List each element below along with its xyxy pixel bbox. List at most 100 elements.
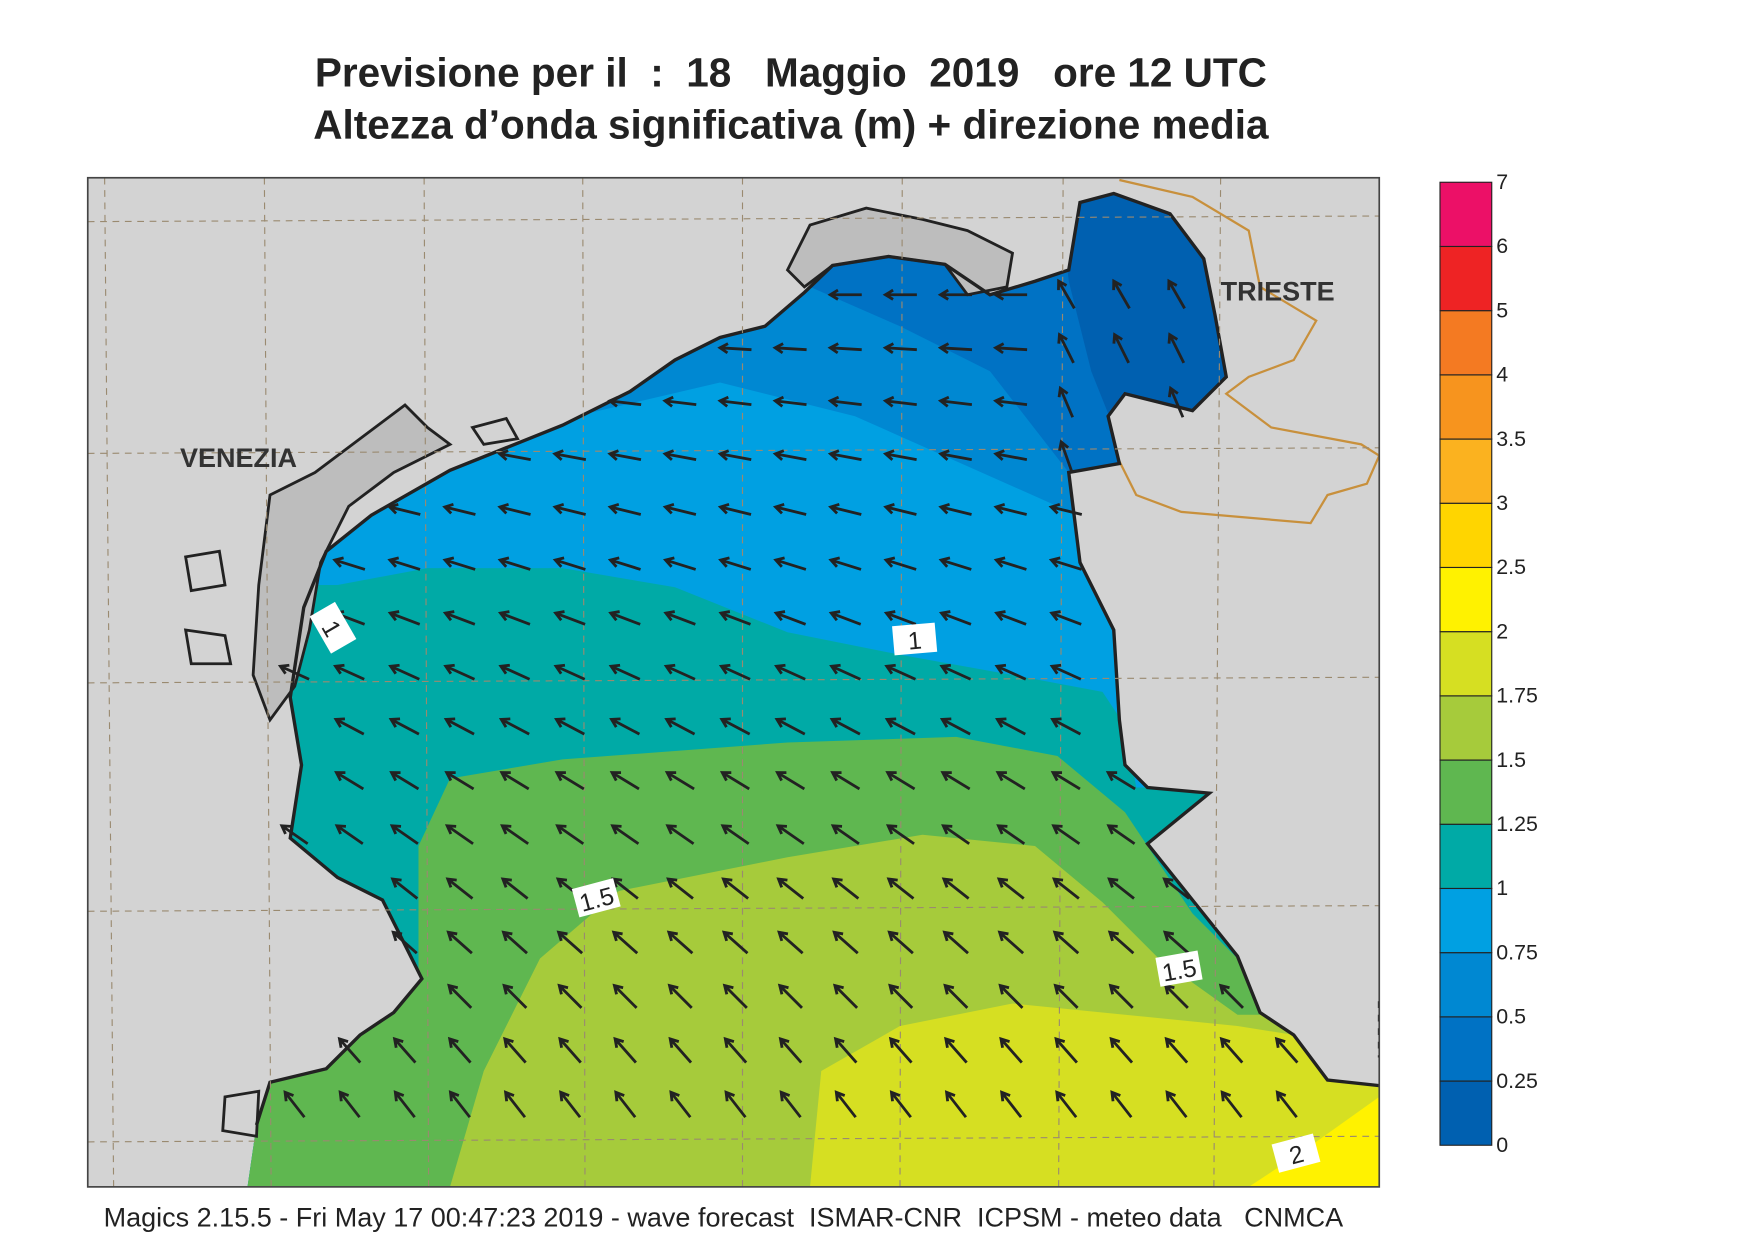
- arrow: [445, 877, 474, 900]
- arrow: [447, 1036, 472, 1064]
- arrow: [940, 771, 971, 791]
- arrow: [503, 1036, 527, 1064]
- arrow: [389, 771, 420, 791]
- arrow: [608, 610, 641, 626]
- arrow: [1218, 983, 1244, 1009]
- arrow: [1105, 771, 1136, 791]
- arrow: [393, 1090, 416, 1119]
- arrow: [388, 717, 420, 736]
- colorbar-box: [1439, 502, 1493, 569]
- arrow: [772, 342, 807, 355]
- arrow: [938, 556, 972, 571]
- arrow: [1051, 877, 1080, 900]
- arrow: [774, 663, 806, 681]
- arrow: [778, 1036, 803, 1064]
- arrow: [828, 610, 862, 626]
- colorbar-tick-label: 2.5: [1496, 555, 1526, 579]
- arrow: [828, 502, 862, 516]
- arrow: [889, 1090, 912, 1119]
- map-overlay: [183, 178, 1380, 1138]
- map-frame: [86, 176, 1381, 1188]
- colorbar-tick-label: 0: [1496, 1133, 1508, 1157]
- arrow: [613, 1036, 637, 1064]
- arrow: [937, 288, 972, 301]
- arrow: [387, 610, 421, 626]
- arrow: [503, 1090, 527, 1119]
- footer: Magics 2.15.5 - Fri May 17 00:47:23 2019…: [104, 1202, 1343, 1232]
- colorbar-box: [1439, 887, 1493, 954]
- arrow: [995, 717, 1026, 736]
- arrow: [1106, 824, 1136, 845]
- parallel: [87, 905, 1380, 912]
- arrow: [559, 1090, 582, 1119]
- label-box: [309, 601, 357, 654]
- colorbar-tick-label: 0.25: [1496, 1069, 1538, 1093]
- colorbar-box: [1439, 181, 1493, 248]
- arrow: [938, 610, 972, 626]
- arrow: [1162, 930, 1190, 955]
- arrow: [662, 449, 697, 461]
- arrow: [772, 449, 807, 461]
- arrow: [830, 771, 861, 791]
- arrow: [442, 502, 476, 516]
- label-box: [1155, 950, 1203, 987]
- colorbar-tick-label: 4: [1496, 363, 1508, 387]
- arrow: [1054, 1036, 1078, 1064]
- arrow: [389, 824, 419, 845]
- arrow: [941, 877, 970, 900]
- arrow: [831, 877, 860, 900]
- arrow: [993, 556, 1027, 571]
- arrow: [941, 824, 970, 845]
- arrow: [717, 502, 752, 516]
- arrow: [944, 1090, 968, 1119]
- arrow: [1274, 1036, 1299, 1064]
- arrow: [1049, 663, 1082, 681]
- arrow: [500, 877, 529, 900]
- arrow: [554, 771, 585, 791]
- arrow: [666, 877, 694, 900]
- arrow: [718, 610, 751, 626]
- arrow: [498, 717, 530, 736]
- arrow: [724, 1090, 747, 1119]
- arrow: [664, 771, 695, 791]
- arrow: [1051, 824, 1081, 845]
- arrow: [776, 877, 805, 900]
- arrow: [662, 556, 697, 571]
- arrow: [997, 930, 1025, 955]
- wave-band: [810, 1003, 1380, 1187]
- arrow: [829, 663, 861, 681]
- arrow: [556, 930, 584, 955]
- colorbar-tick-label: 6: [1496, 234, 1508, 258]
- arrow: [773, 610, 807, 626]
- arrow: [1112, 278, 1131, 310]
- colorbar-box: [1439, 1016, 1493, 1082]
- arrow: [333, 717, 365, 736]
- arrow: [501, 930, 528, 955]
- arrow: [1052, 930, 1080, 955]
- arrow: [447, 983, 473, 1009]
- arrow: [937, 395, 973, 408]
- arrow: [775, 824, 805, 845]
- arrow: [611, 930, 639, 955]
- arrow: [552, 502, 587, 516]
- arrow: [1162, 877, 1190, 900]
- arrow: [773, 556, 807, 571]
- colorbar-box: [1439, 245, 1493, 312]
- arrow: [721, 877, 749, 900]
- label-box: [892, 622, 938, 656]
- arrow: [332, 556, 366, 571]
- label-box: [1271, 1133, 1321, 1173]
- arrow: [939, 663, 972, 681]
- arrow: [938, 449, 972, 461]
- arrow: [607, 395, 642, 408]
- arrow: [1109, 1036, 1134, 1064]
- arrow: [830, 824, 860, 845]
- colorbar-box: [1439, 952, 1493, 1018]
- arrow: [557, 983, 583, 1009]
- arrow: [723, 1036, 748, 1064]
- parallel: [87, 676, 1380, 684]
- arrow: [938, 502, 972, 516]
- arrow: [612, 983, 638, 1009]
- arrow: [387, 556, 421, 571]
